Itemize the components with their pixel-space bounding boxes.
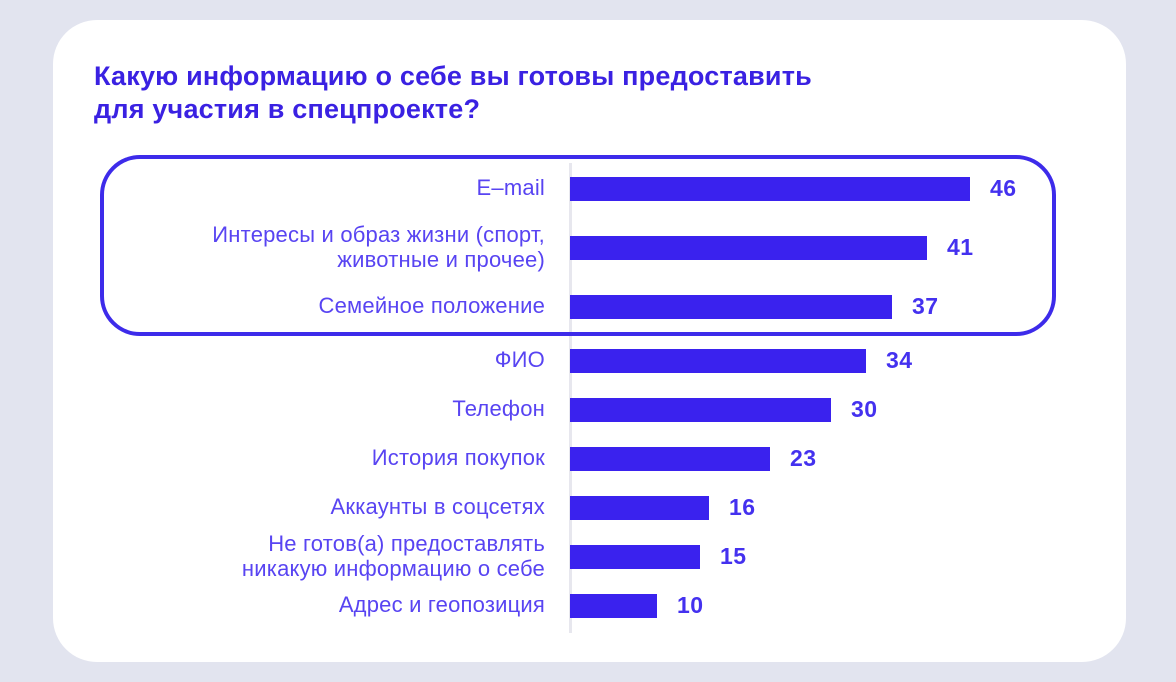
bar: [570, 348, 866, 373]
bar: [570, 235, 927, 260]
bar-chart: E–mail 46 Интересы и образ жизни (спорт, ж…: [53, 155, 1126, 645]
bar-zone: 10: [570, 592, 1126, 619]
bar: [570, 544, 700, 569]
infographic-card: Какую информацию о себе вы готовы предос…: [53, 20, 1126, 662]
bar: [570, 446, 770, 471]
bar-zone: 30: [570, 396, 1126, 423]
chart-title-line-1: Какую информацию о себе вы готовы предос…: [94, 61, 812, 91]
bar-row: ФИО 34: [53, 336, 1126, 385]
bar-zone: 41: [570, 234, 1126, 261]
bar-zone: 23: [570, 445, 1126, 472]
bar-zone: 15: [570, 543, 1126, 570]
bar: [570, 593, 657, 618]
chart-title: Какую информацию о себе вы готовы предос…: [94, 60, 1024, 127]
bar-zone: 16: [570, 494, 1126, 521]
bar-row: Семейное положение 37: [53, 277, 1126, 336]
value-label: 23: [790, 445, 817, 471]
bar-zone: 46: [570, 175, 1126, 202]
category-label: Интересы и образ жизни (спорт, животные …: [212, 221, 545, 272]
category-label: ФИО: [494, 347, 545, 373]
value-label: 16: [729, 494, 756, 520]
category-label: История покупок: [371, 445, 545, 471]
bar-zone: 34: [570, 347, 1126, 374]
value-label: 46: [990, 175, 1017, 201]
value-label: 15: [720, 543, 747, 569]
category-label: Семейное положение: [318, 293, 545, 319]
bar-row: Телефон 30: [53, 385, 1126, 434]
bar: [570, 176, 970, 201]
value-label: 34: [886, 347, 913, 373]
bar-row: Адрес и геопозиция 10: [53, 581, 1126, 630]
bar: [570, 294, 892, 319]
value-label: 37: [912, 293, 939, 319]
category-label: Адрес и геопозиция: [338, 592, 545, 618]
chart-title-line-2: для участия в спецпроекте?: [94, 94, 481, 125]
bar-row: История покупок 23: [53, 434, 1126, 483]
bar: [570, 397, 831, 422]
category-label: Телефон: [452, 396, 545, 422]
value-label: 10: [677, 592, 704, 618]
value-label: 41: [947, 234, 974, 260]
bar-zone: 37: [570, 293, 1126, 320]
category-label: Аккаунты в соцсетях: [330, 494, 545, 520]
bar-row: Не готов(а) предоставлять никакую информ…: [53, 530, 1126, 581]
category-label: Не готов(а) предоставлять никакую информ…: [241, 530, 545, 581]
category-label: E–mail: [476, 175, 545, 201]
bar-row: E–mail 46: [53, 159, 1126, 218]
bar-row: Интересы и образ жизни (спорт, животные …: [53, 218, 1126, 277]
bar-rows: E–mail 46 Интересы и образ жизни (спорт, ж…: [53, 155, 1126, 630]
bar: [570, 495, 709, 520]
value-label: 30: [851, 396, 878, 422]
bar-row: Аккаунты в соцсетях 16: [53, 483, 1126, 532]
